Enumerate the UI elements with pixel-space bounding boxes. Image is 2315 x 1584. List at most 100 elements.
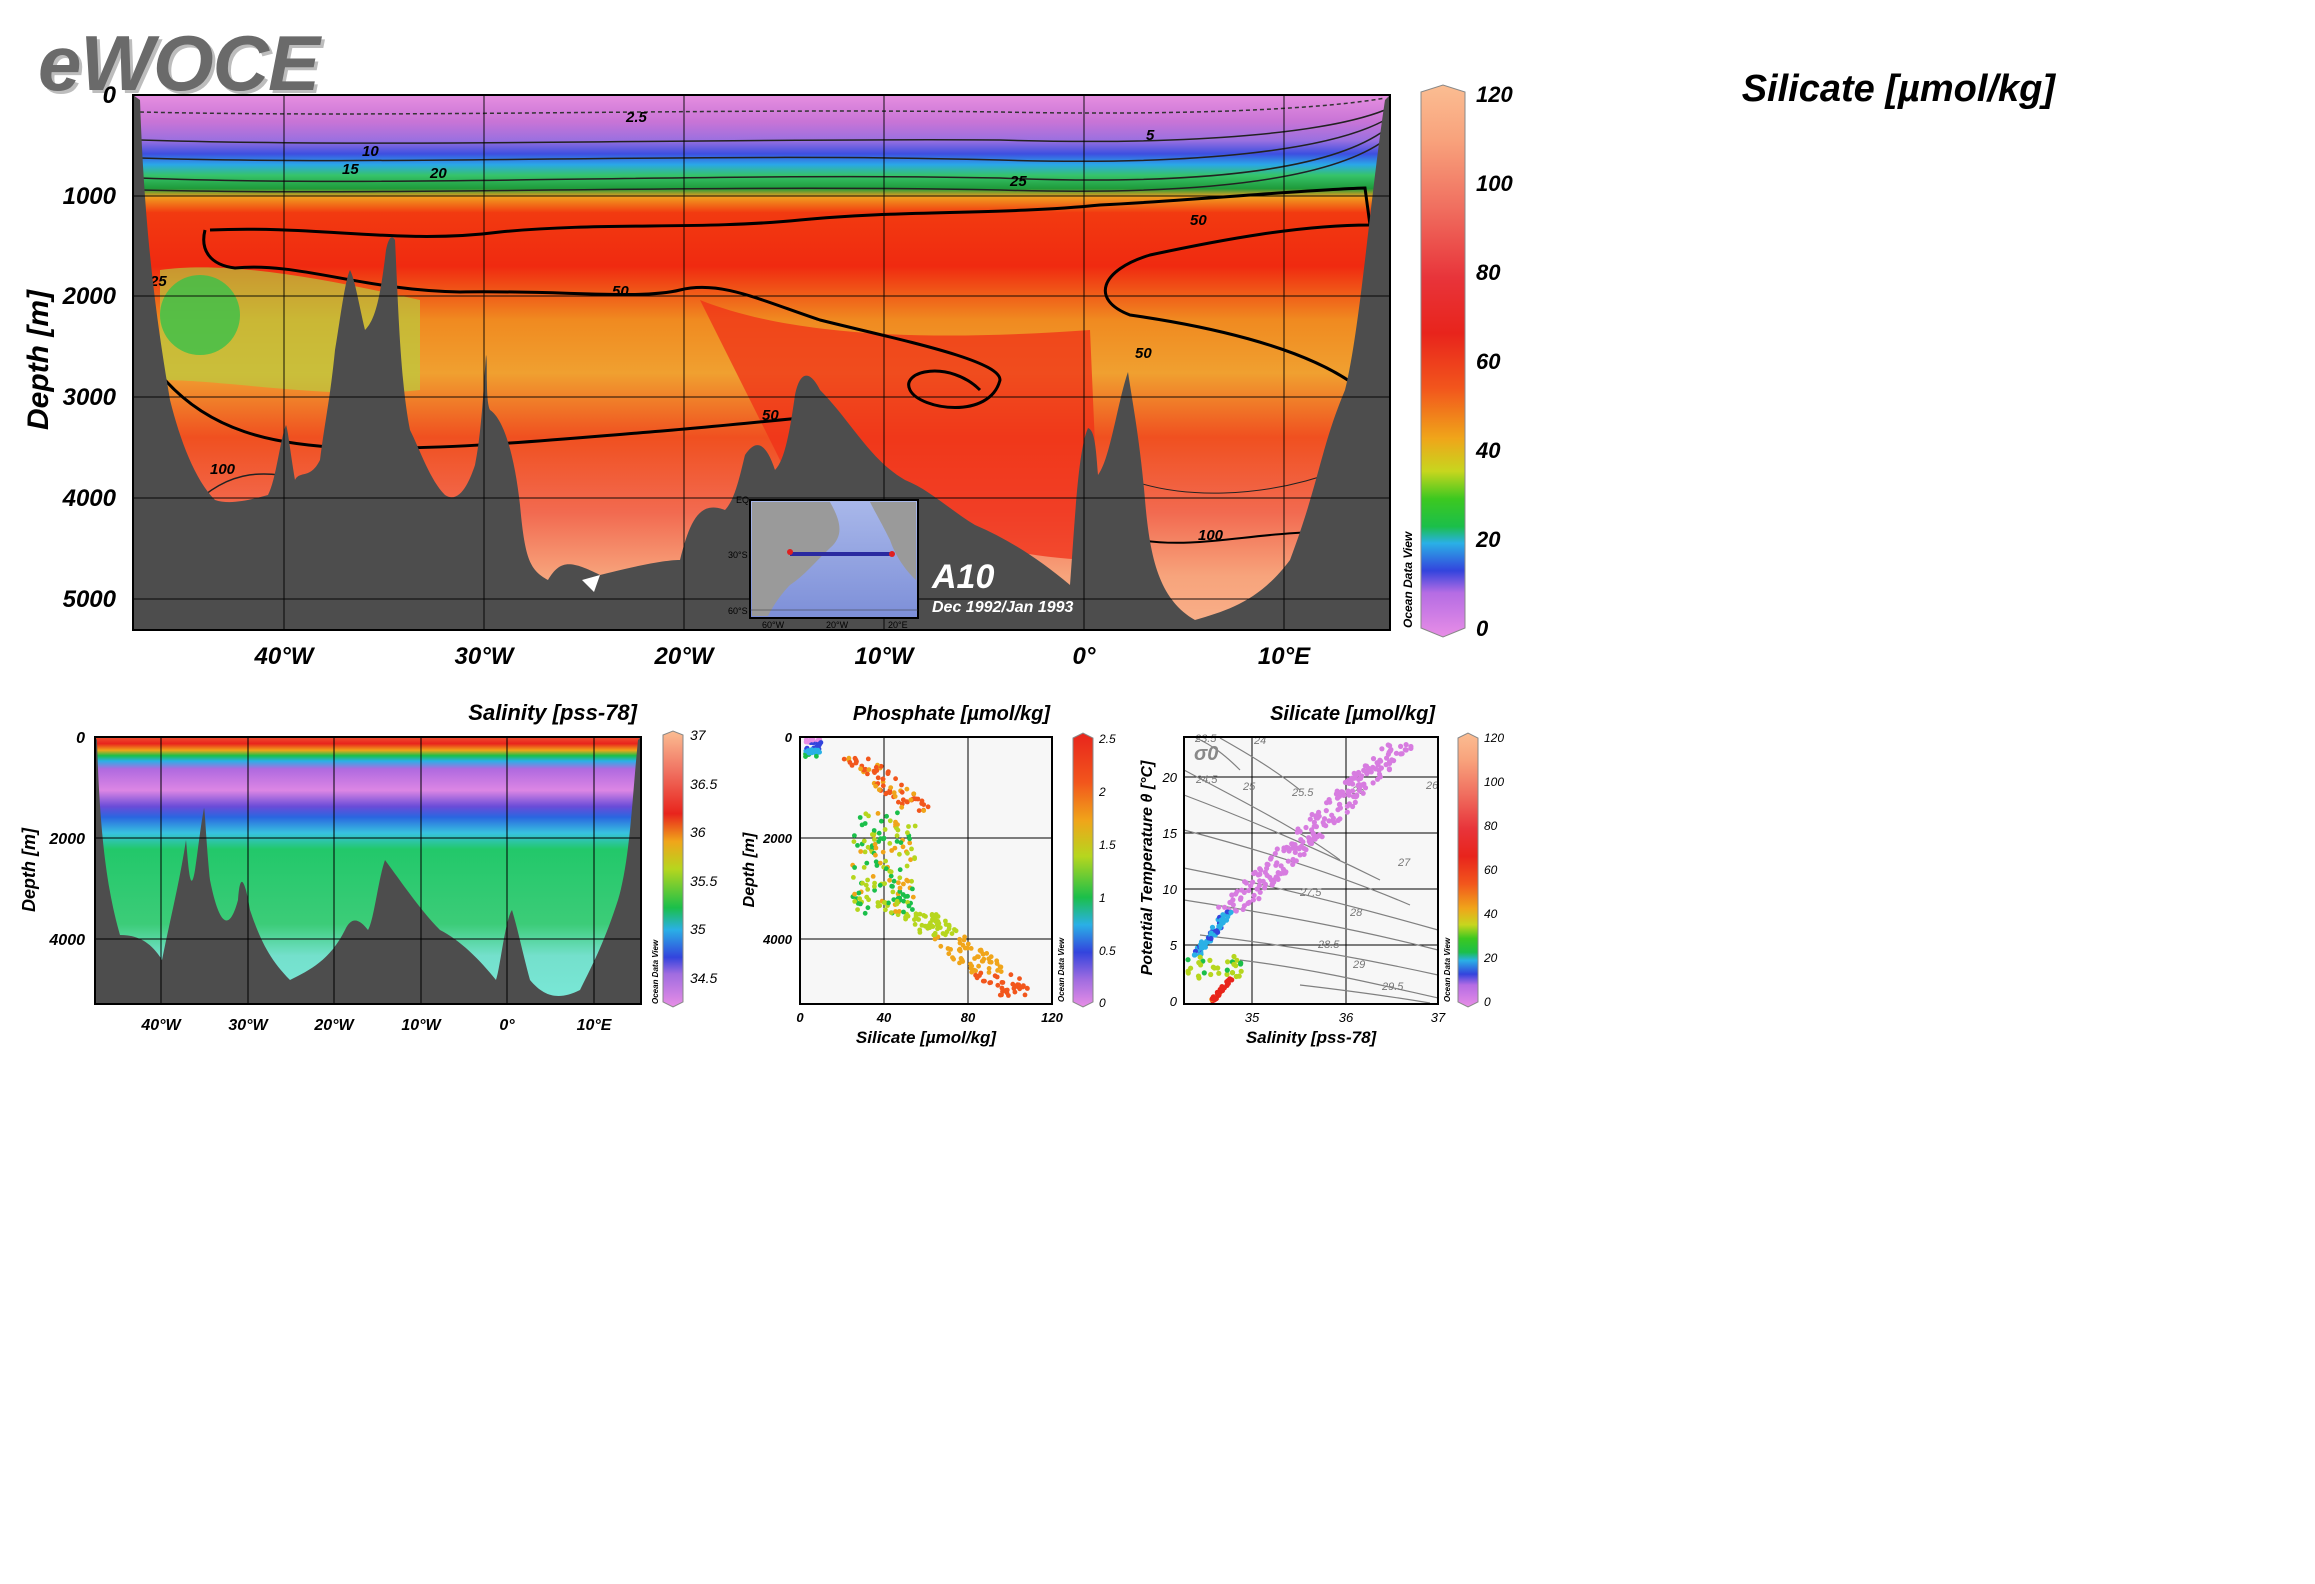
scatter-point xyxy=(895,810,900,816)
scatter-point xyxy=(865,844,871,850)
scatter-point xyxy=(1311,833,1317,839)
scatter-point xyxy=(1004,990,1010,996)
scatter-point xyxy=(1185,957,1191,963)
scatter-point xyxy=(1385,742,1391,748)
scatter-point xyxy=(1239,887,1245,893)
scatter-point xyxy=(1257,871,1263,877)
scatter-point xyxy=(950,955,955,960)
scatter-point xyxy=(1257,889,1263,895)
scatter-point xyxy=(904,877,910,883)
scatter-point xyxy=(814,753,819,759)
isopycnal-label: 25 xyxy=(1242,781,1256,793)
scatter-point xyxy=(968,961,973,967)
scatter-point xyxy=(1386,767,1392,773)
scatter-point xyxy=(1326,818,1332,824)
salinity-y-ticks: 0 2000 4000 xyxy=(48,730,85,949)
ewoce-logo: eWOCE xyxy=(38,19,320,107)
scatter-point xyxy=(896,799,901,805)
scatter-point xyxy=(887,841,893,846)
y-tick-label: 2000 xyxy=(762,831,793,846)
scatter-point xyxy=(889,848,895,853)
scatter-point xyxy=(932,936,938,942)
contour-label: 20 xyxy=(429,165,447,182)
scatter-point xyxy=(901,909,906,915)
contour-label: 50 xyxy=(612,283,629,300)
scatter-point xyxy=(1370,780,1376,786)
colorbar-tick: 20 xyxy=(1475,527,1501,552)
scatter-point xyxy=(1185,970,1191,976)
scatter-point xyxy=(965,941,971,947)
main-y-ticks: 0 1000 2000 3000 4000 5000 xyxy=(62,82,117,613)
scatter-point xyxy=(900,844,906,850)
scatter-point xyxy=(1283,869,1289,875)
scatter-point xyxy=(978,970,984,976)
y-tick-label: 15 xyxy=(1163,826,1178,841)
y-tick-label: 0 xyxy=(1170,994,1178,1009)
salinity-colorbar: 34.5 35 35.5 36 36.5 37 Ocean Data View xyxy=(651,727,717,1008)
inset-lat-label: 30°S xyxy=(728,550,748,560)
y-tick-label: 4000 xyxy=(762,932,793,947)
scatter-point xyxy=(1238,895,1244,901)
scatter-point xyxy=(1338,792,1345,798)
scatter-point xyxy=(1229,970,1235,976)
scatter-point xyxy=(897,851,902,857)
scatter-point xyxy=(1378,758,1384,764)
scatter-point xyxy=(809,749,815,755)
scatter-point xyxy=(901,881,906,887)
scatter-point xyxy=(872,887,877,893)
scatter-point xyxy=(876,830,882,836)
isopycnal-label: 28.5 xyxy=(1317,939,1340,951)
scatter-point xyxy=(981,956,987,962)
x-tick-label: 30°W xyxy=(455,643,516,670)
scatter-point xyxy=(894,839,900,844)
scatter-point xyxy=(998,964,1004,970)
scatter-point xyxy=(880,776,886,782)
scatter-point xyxy=(1219,987,1226,994)
scatter-point xyxy=(1356,776,1362,783)
scatter-point xyxy=(912,922,918,927)
scatter-point xyxy=(874,863,880,868)
scatter-point xyxy=(1211,965,1217,971)
scatter-point xyxy=(1317,832,1323,838)
scatter-point xyxy=(1278,871,1284,877)
scatter-point xyxy=(910,907,915,912)
scatter-point xyxy=(898,840,904,845)
scatter-point xyxy=(882,827,888,832)
scatter-point xyxy=(872,884,877,889)
colorbar-tick: 37 xyxy=(690,727,707,743)
white-patch xyxy=(582,575,600,592)
scatter-point xyxy=(905,830,910,836)
scatter-point xyxy=(851,875,856,880)
colorbar-tick: 0 xyxy=(1484,995,1491,1009)
scatter-point xyxy=(921,802,927,807)
scatter-point xyxy=(1214,928,1220,934)
scatter-point xyxy=(873,859,879,865)
scatter-point xyxy=(855,907,860,912)
scatter-point xyxy=(1234,888,1240,894)
scatter-point xyxy=(891,878,897,884)
scatter-point xyxy=(1236,973,1242,979)
scatter-point xyxy=(875,903,881,909)
odv-watermark: Ocean Data View xyxy=(1057,937,1066,1002)
scatter-point xyxy=(932,930,938,936)
scatter-point xyxy=(872,837,877,842)
phosphate-scatter: Phosphate [µmol/kg] Depth [m] 0 2000 400… xyxy=(741,703,1116,1047)
scatter-point xyxy=(886,900,891,906)
contour-50-upper xyxy=(209,186,1372,387)
scatter-point xyxy=(866,767,872,772)
scatter-point xyxy=(1250,879,1256,885)
scatter-point xyxy=(1346,801,1352,807)
y-tick-label: 2000 xyxy=(62,283,117,310)
scatter-point xyxy=(1345,777,1351,784)
scatter-point xyxy=(904,786,910,792)
scatter-point xyxy=(880,783,886,789)
scatter-point xyxy=(1403,742,1409,748)
scatter-point xyxy=(1399,751,1405,757)
y-tick-label: 0 xyxy=(103,82,117,109)
scatter-point xyxy=(861,865,867,870)
scatter-point xyxy=(938,943,944,949)
colorbar-tick: 60 xyxy=(1476,349,1501,374)
scatter-point xyxy=(916,917,921,922)
scatter-point xyxy=(883,858,888,864)
scatter-point xyxy=(994,961,1000,966)
